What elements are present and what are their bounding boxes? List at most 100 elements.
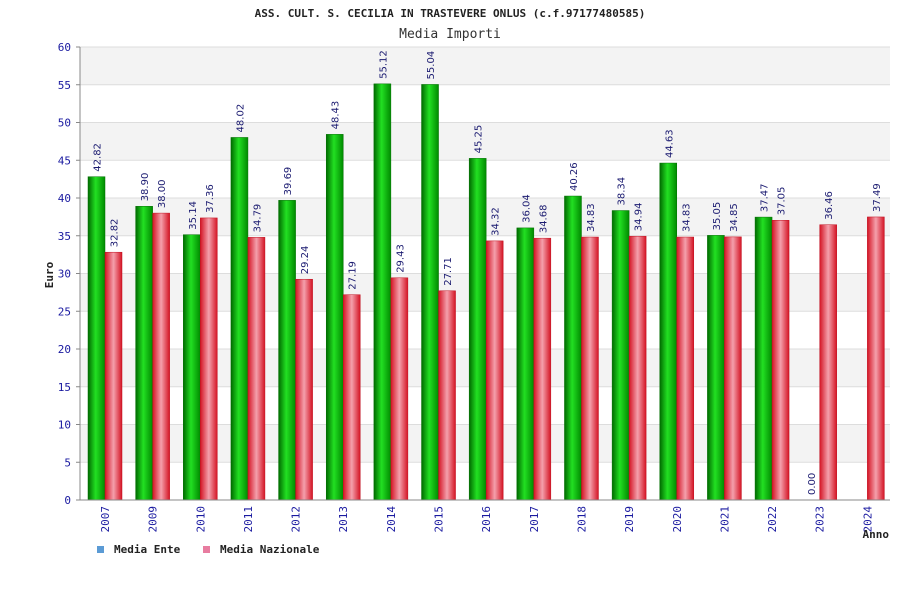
bar-media-ente-2011 xyxy=(230,137,249,501)
bar-value-label: 36.04 xyxy=(521,194,532,223)
x-tick-label: 2010 xyxy=(194,506,207,533)
bar-media-nazionale-2022 xyxy=(771,220,790,501)
bar-media-nazionale-2013 xyxy=(342,294,361,501)
bar-value-label: 44.63 xyxy=(664,129,675,158)
y-tick-label: 60 xyxy=(58,41,71,54)
bar-value-label: 37.36 xyxy=(205,184,216,213)
bar-value-label: 38.90 xyxy=(140,173,151,202)
bar-media-nazionale-2016 xyxy=(485,240,504,501)
y-tick-label: 10 xyxy=(58,419,71,432)
bar-value-label: 34.32 xyxy=(491,207,502,236)
bar-media-ente-2007 xyxy=(87,176,106,501)
bar-value-label: 36.46 xyxy=(824,191,835,220)
x-tick-label: 2024 xyxy=(861,506,874,533)
bar-media-nazionale-2010 xyxy=(200,217,218,501)
bar-media-nazionale-2014 xyxy=(390,277,409,501)
bar-value-label: 34.83 xyxy=(586,203,597,232)
x-tick-label: 2023 xyxy=(814,506,827,533)
legend-label-media-nazionale: Media Nazionale xyxy=(220,543,320,556)
bar-value-label: 45.25 xyxy=(474,125,485,154)
bar-media-nazionale-2018 xyxy=(581,236,599,501)
bar-media-ente-2009 xyxy=(135,206,153,501)
y-tick-label: 25 xyxy=(58,305,71,318)
bar-media-nazionale-2024 xyxy=(867,216,885,501)
x-tick-label: 2015 xyxy=(433,506,446,533)
x-tick-label: 2009 xyxy=(147,506,160,533)
y-tick-label: 40 xyxy=(58,192,71,205)
bar-value-label: 35.05 xyxy=(712,202,723,231)
bar-value-label: 29.43 xyxy=(395,244,406,273)
x-tick-label: 2007 xyxy=(99,506,112,533)
legend-swatch-media-ente xyxy=(97,546,104,553)
bar-media-ente-2010 xyxy=(183,234,201,501)
x-tick-label: 2017 xyxy=(528,506,541,533)
y-tick-label: 30 xyxy=(58,268,71,281)
bar-value-label: 55.04 xyxy=(426,51,437,80)
bar-media-nazionale-2020 xyxy=(676,236,695,501)
x-tick-label: 2011 xyxy=(242,506,255,533)
y-tick-label: 20 xyxy=(58,343,71,356)
bar-value-label: 37.49 xyxy=(872,183,883,212)
bar-value-label: 27.71 xyxy=(443,257,454,286)
bar-media-ente-2021 xyxy=(707,235,725,501)
y-tick-label: 55 xyxy=(58,79,71,92)
bar-media-ente-2017 xyxy=(516,227,535,501)
y-tick-label: 0 xyxy=(64,494,71,507)
y-tick-label: 50 xyxy=(58,117,71,130)
y-tick-label: 15 xyxy=(58,381,71,394)
bar-media-ente-2022 xyxy=(754,216,773,501)
bar-media-ente-2014 xyxy=(373,83,392,501)
bar-value-label: 34.94 xyxy=(634,203,645,232)
x-tick-label: 2020 xyxy=(671,506,684,533)
bar-value-label: 35.14 xyxy=(188,201,199,230)
bar-value-label: 38.34 xyxy=(617,177,628,206)
bar-value-label: 40.26 xyxy=(569,162,580,191)
bar-media-nazionale-2019 xyxy=(628,235,647,501)
bar-media-ente-2020 xyxy=(659,162,678,501)
bar-media-nazionale-2012 xyxy=(295,278,313,501)
x-tick-label: 2021 xyxy=(718,506,731,533)
bar-value-label: 42.82 xyxy=(93,143,104,172)
bar-media-ente-2016 xyxy=(468,158,487,501)
y-axis-ticks: 0 5 10 15 20 25 30 35 40 45 50 55 60 xyxy=(58,41,80,507)
x-axis-label: Anno xyxy=(863,528,890,541)
plot-band xyxy=(80,47,890,85)
x-tick-label: 2013 xyxy=(337,506,350,533)
bar-value-label: 34.83 xyxy=(681,203,692,232)
bar-value-label: 32.82 xyxy=(110,219,121,248)
bar-media-nazionale-2023 xyxy=(819,224,837,501)
plot-band xyxy=(80,84,890,123)
bar-media-ente-2013 xyxy=(325,134,344,501)
bar-media-ente-2012 xyxy=(278,200,296,501)
x-tick-label: 2019 xyxy=(623,506,636,533)
x-axis-ticks: 2007 2009 2010 2011 2012 2013 2014 2015 2016 2017… xyxy=(99,506,874,533)
x-tick-label: 2014 xyxy=(385,506,398,533)
bar-value-label: 34.85 xyxy=(729,203,740,232)
x-tick-label: 2022 xyxy=(766,506,779,533)
bar-media-ente-2019 xyxy=(611,210,630,501)
bar-value-label: 0.00 xyxy=(807,473,818,495)
bar-media-nazionale-2021 xyxy=(724,236,742,501)
bar-value-label: 27.19 xyxy=(348,261,359,290)
x-tick-label: 2012 xyxy=(290,506,303,533)
bar-value-label: 29.24 xyxy=(300,246,311,275)
y-tick-label: 45 xyxy=(58,154,71,167)
plot-band xyxy=(80,122,890,161)
bar-media-nazionale-2011 xyxy=(247,237,266,501)
y-tick-label: 5 xyxy=(64,456,71,469)
bar-value-label: 37.47 xyxy=(760,183,771,212)
bar-value-label: 34.79 xyxy=(252,204,263,233)
bar-media-nazionale-2009 xyxy=(152,212,170,501)
bars xyxy=(87,83,885,501)
bar-value-label: 55.12 xyxy=(378,50,389,79)
x-tick-label: 2016 xyxy=(480,506,493,533)
bar-media-ente-2015 xyxy=(421,84,439,501)
bar-value-label: 39.69 xyxy=(283,167,294,196)
y-tick-label: 35 xyxy=(58,230,71,243)
chart-subtitle: Media Importi xyxy=(399,27,501,42)
legend-label-media-ente: Media Ente xyxy=(114,543,181,556)
x-tick-label: 2018 xyxy=(575,506,588,533)
bar-value-label: 38.00 xyxy=(157,179,168,208)
bar-media-nazionale-2017 xyxy=(533,237,552,501)
